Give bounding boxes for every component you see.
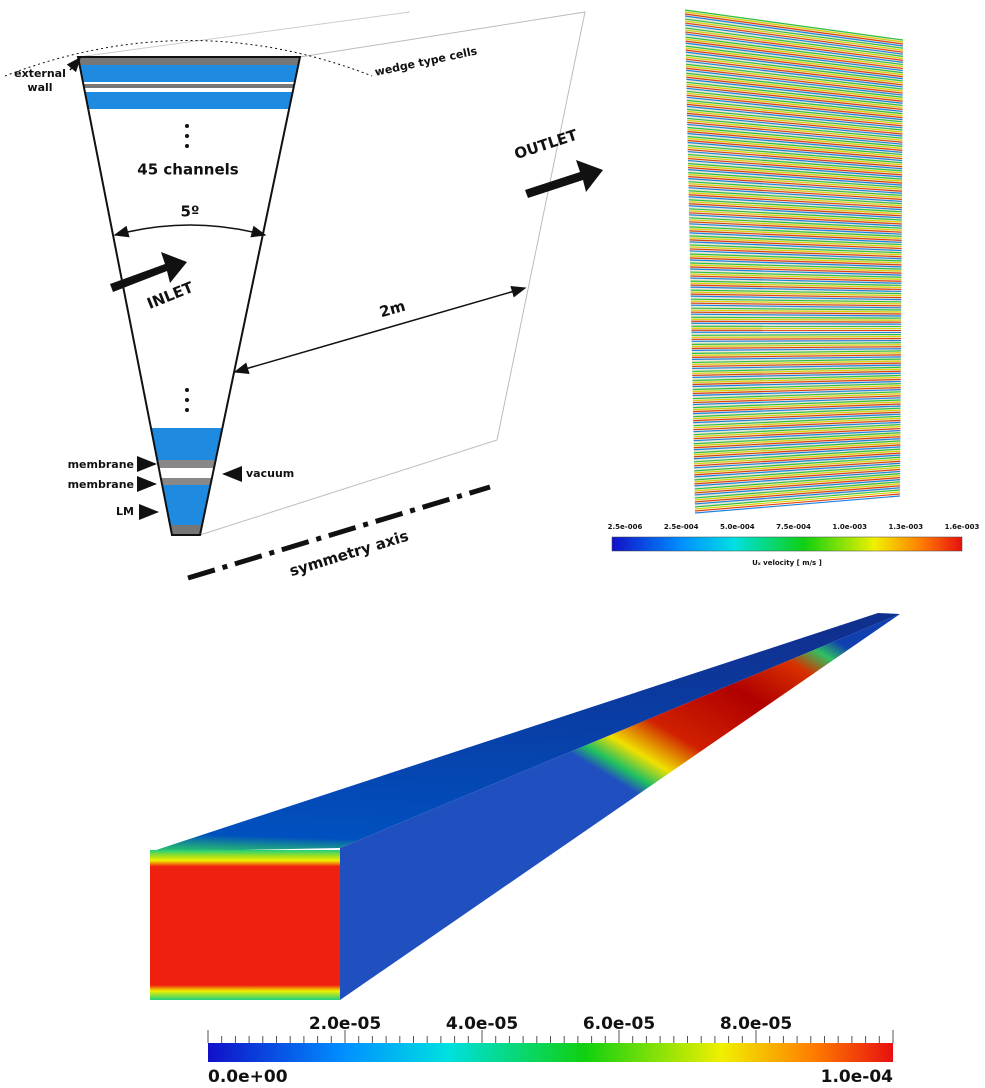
- slab-stripe: [692, 335, 901, 336]
- wedge-schematic: external wall wedge type cells 45 channe…: [0, 12, 603, 580]
- colorbar-label: 1.3e-003: [888, 523, 923, 531]
- field-render: [150, 613, 900, 1000]
- colorbar-title: Uₓ velocity [ m/s ]: [752, 559, 822, 567]
- colorbar-label: 2.5e-006: [608, 523, 643, 531]
- colorbar-label: 7.5e-004: [776, 523, 811, 531]
- front-face: [150, 850, 340, 1000]
- slab-stripe: [692, 337, 901, 338]
- label: membrane: [68, 478, 134, 491]
- colorbar-label: 2.5e-004: [664, 523, 699, 531]
- colorbar-label: 0.0e+00: [208, 1067, 288, 1087]
- label: 5º: [181, 203, 200, 221]
- colorbar-label: 1.0e-003: [832, 523, 867, 531]
- label: 2m: [377, 297, 407, 321]
- label: external: [14, 67, 66, 80]
- domain-outline: [78, 12, 410, 57]
- label: vacuum: [246, 467, 294, 480]
- outlet-arrow: [525, 160, 603, 198]
- label: LM: [116, 505, 134, 518]
- wedge-bands: [0, 57, 400, 535]
- distance-arrow: [235, 288, 525, 372]
- colorbar-label: 5.0e-004: [720, 523, 755, 531]
- angle-arc: [115, 225, 265, 235]
- figure: external wall wedge type cells 45 channe…: [0, 0, 985, 1088]
- colorbar-label: 2.0e-05: [309, 1014, 381, 1034]
- label: wedge type cells: [374, 44, 479, 78]
- label: OUTLET: [512, 126, 580, 164]
- label: 45 channels: [137, 161, 238, 179]
- colorbar-label: 1.0e-04: [821, 1067, 894, 1087]
- colorbar: [612, 537, 962, 551]
- label: symmetry axis: [287, 527, 411, 580]
- label: INLET: [144, 278, 196, 313]
- label: wall: [27, 81, 52, 94]
- colorbar: [208, 1043, 893, 1062]
- slab-stripe: [692, 339, 901, 340]
- colorbar-label: 6.0e-05: [583, 1014, 655, 1034]
- domain-outline: [200, 12, 585, 535]
- slab-stripe: [692, 341, 901, 342]
- colorbar-label: 8.0e-05: [720, 1014, 792, 1034]
- colorbar-label: 1.6e-003: [945, 523, 980, 531]
- label: membrane: [68, 458, 134, 471]
- colorbar-label: 4.0e-05: [446, 1014, 518, 1034]
- colorbar-labels: 2.5e-006 2.5e-004 5.0e-004 7.5e-004 1.0e-003…: [608, 523, 980, 531]
- velocity-slab: [685, 10, 903, 513]
